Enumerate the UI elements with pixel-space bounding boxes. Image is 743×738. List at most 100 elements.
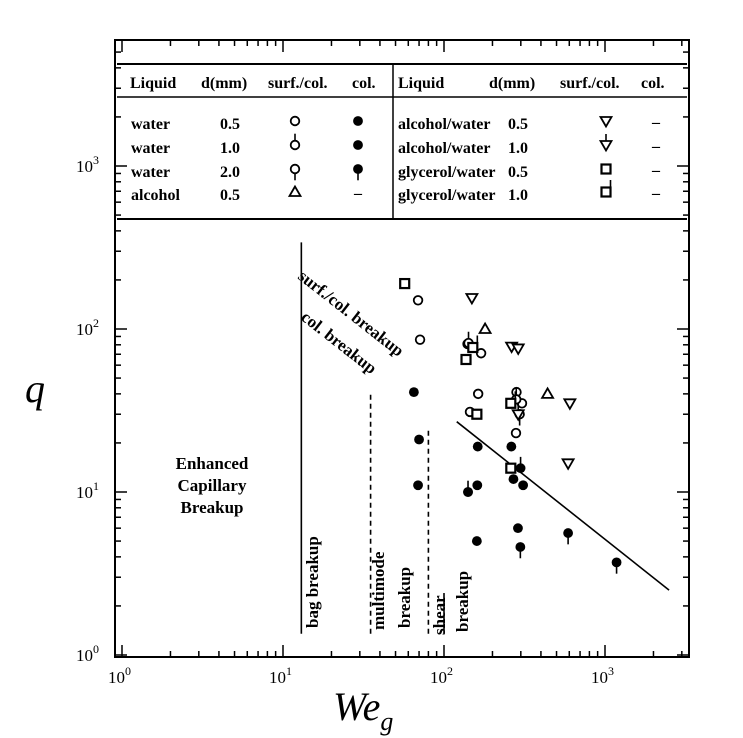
open-triangle xyxy=(540,386,555,399)
x-tick-label: 103 xyxy=(591,664,614,687)
legend-header-d: d(mm) xyxy=(489,75,535,92)
marker-filled_circle xyxy=(353,116,363,126)
legend-liquid: glycerol/water xyxy=(398,164,495,181)
legend-liquid: water xyxy=(131,116,170,133)
legend-liquid: glycerol/water xyxy=(398,187,495,204)
open-circle xyxy=(472,388,484,400)
marker-filled_circle xyxy=(413,480,423,491)
legend-d: 0.5 xyxy=(220,187,240,204)
label-shear: shear xyxy=(430,595,449,635)
label-shear-breakup: breakup xyxy=(453,571,472,632)
y-tick-label: 100 xyxy=(76,642,99,665)
filled-circle xyxy=(353,116,363,126)
marker-open_circle_tick_down xyxy=(289,163,301,181)
y-tick-label: 101 xyxy=(76,479,99,502)
open-circle xyxy=(510,427,522,439)
open-square xyxy=(399,277,411,290)
filled-circle xyxy=(471,536,482,546)
marker-open_circle xyxy=(289,115,301,127)
filled-circle xyxy=(472,441,483,452)
legend-d: 0.5 xyxy=(508,164,528,181)
marker-open_triangle_down xyxy=(598,116,614,129)
data-points xyxy=(399,277,622,574)
marker-filled_circle_tick_down xyxy=(563,528,574,545)
marker-filled_circle_tick_up xyxy=(463,480,473,497)
marker-filled_circle_tick_down xyxy=(515,542,526,559)
legend-col-dash: – xyxy=(651,114,661,131)
marker-open_square xyxy=(505,462,517,474)
legend: Liquid d(mm) surf./col. col. Liquid d(mm) surf… xyxy=(117,63,687,220)
legend-liquid: water xyxy=(131,140,170,157)
marker-open_triangle_down_tick xyxy=(598,134,614,153)
legend-liquid: water xyxy=(131,164,170,181)
legend-liquid: alcohol/water xyxy=(398,140,490,157)
plot-frame xyxy=(114,39,690,658)
marker-filled_circle_tick_up xyxy=(515,456,526,474)
filled-circle xyxy=(611,557,622,568)
marker-open_square_tick xyxy=(600,180,612,198)
legend-liquid: alcohol xyxy=(131,187,180,204)
open-triangle-down xyxy=(511,343,526,356)
marker-open_square_tick xyxy=(505,391,517,409)
legend-header-d: d(mm) xyxy=(201,75,247,92)
marker-open_triangle_up xyxy=(287,184,303,197)
label-enhanced-capillary-breakup: Enhanced xyxy=(176,454,249,473)
open-circle xyxy=(289,115,301,127)
filled-circle xyxy=(414,434,424,445)
marker-open_triangle_up xyxy=(478,321,493,334)
legend-col-dash: – xyxy=(651,185,661,202)
marker-open_triangle_down xyxy=(464,293,479,306)
marker-open_circle xyxy=(472,388,484,400)
x-tick-label: 102 xyxy=(430,664,453,687)
filled-circle xyxy=(463,487,473,497)
open-triangle-down xyxy=(561,458,576,471)
legend-d: 1.0 xyxy=(508,187,528,204)
open-triangle xyxy=(478,321,493,334)
open-triangle-down xyxy=(598,116,614,129)
y-tick-label: 103 xyxy=(76,153,99,176)
open-triangle-down xyxy=(562,398,577,411)
open-circle xyxy=(289,163,301,175)
open-square xyxy=(471,408,483,420)
marker-filled_circle xyxy=(472,480,483,491)
legend-header-surf: surf./col. xyxy=(268,75,328,92)
label-enhanced-capillary-breakup: Breakup xyxy=(181,498,244,517)
marker-filled_circle xyxy=(414,434,424,445)
open-square xyxy=(600,186,612,198)
marker-open_circle_tick_up xyxy=(289,133,301,151)
marker-open_circle xyxy=(510,427,522,439)
x-axis-title-main: We xyxy=(333,684,380,729)
filled-circle xyxy=(508,474,519,484)
marker-open_triangle_down_tick xyxy=(511,403,526,422)
x-axis: 100 101 102 103 xyxy=(108,40,683,687)
legend-d: 0.5 xyxy=(220,116,240,133)
legend-d: 2.0 xyxy=(220,164,240,181)
marker-filled_circle xyxy=(518,480,529,491)
x-tick-label: 100 xyxy=(108,664,131,687)
legend-col-dash: – xyxy=(353,185,363,202)
marker-open_square_tick xyxy=(467,335,479,354)
legend-d: 1.0 xyxy=(508,140,528,157)
x-axis-title: Weg xyxy=(333,684,393,736)
filled-circle xyxy=(506,441,517,452)
filled-circle xyxy=(518,480,529,491)
open-square xyxy=(467,341,479,354)
label-multimode: multimode xyxy=(369,551,388,630)
x-tick-label: 101 xyxy=(269,664,292,687)
open-circle xyxy=(289,139,301,151)
legend-d: 0.5 xyxy=(508,116,528,133)
marker-open_square xyxy=(600,163,612,175)
open-circle xyxy=(412,295,424,306)
label-enhanced-capillary-breakup: Capillary xyxy=(178,476,247,495)
open-triangle-down xyxy=(464,293,479,306)
legend-bg xyxy=(117,64,687,220)
marker-open_triangle_down xyxy=(562,398,577,411)
marker-filled_circle xyxy=(353,140,363,150)
legend-d: 1.0 xyxy=(220,140,240,157)
open-square xyxy=(505,462,517,474)
y-tick-label: 102 xyxy=(76,316,99,339)
legend-col-dash: – xyxy=(651,162,661,179)
filled-circle xyxy=(515,463,526,474)
x-axis-title-sub: g xyxy=(380,707,393,736)
